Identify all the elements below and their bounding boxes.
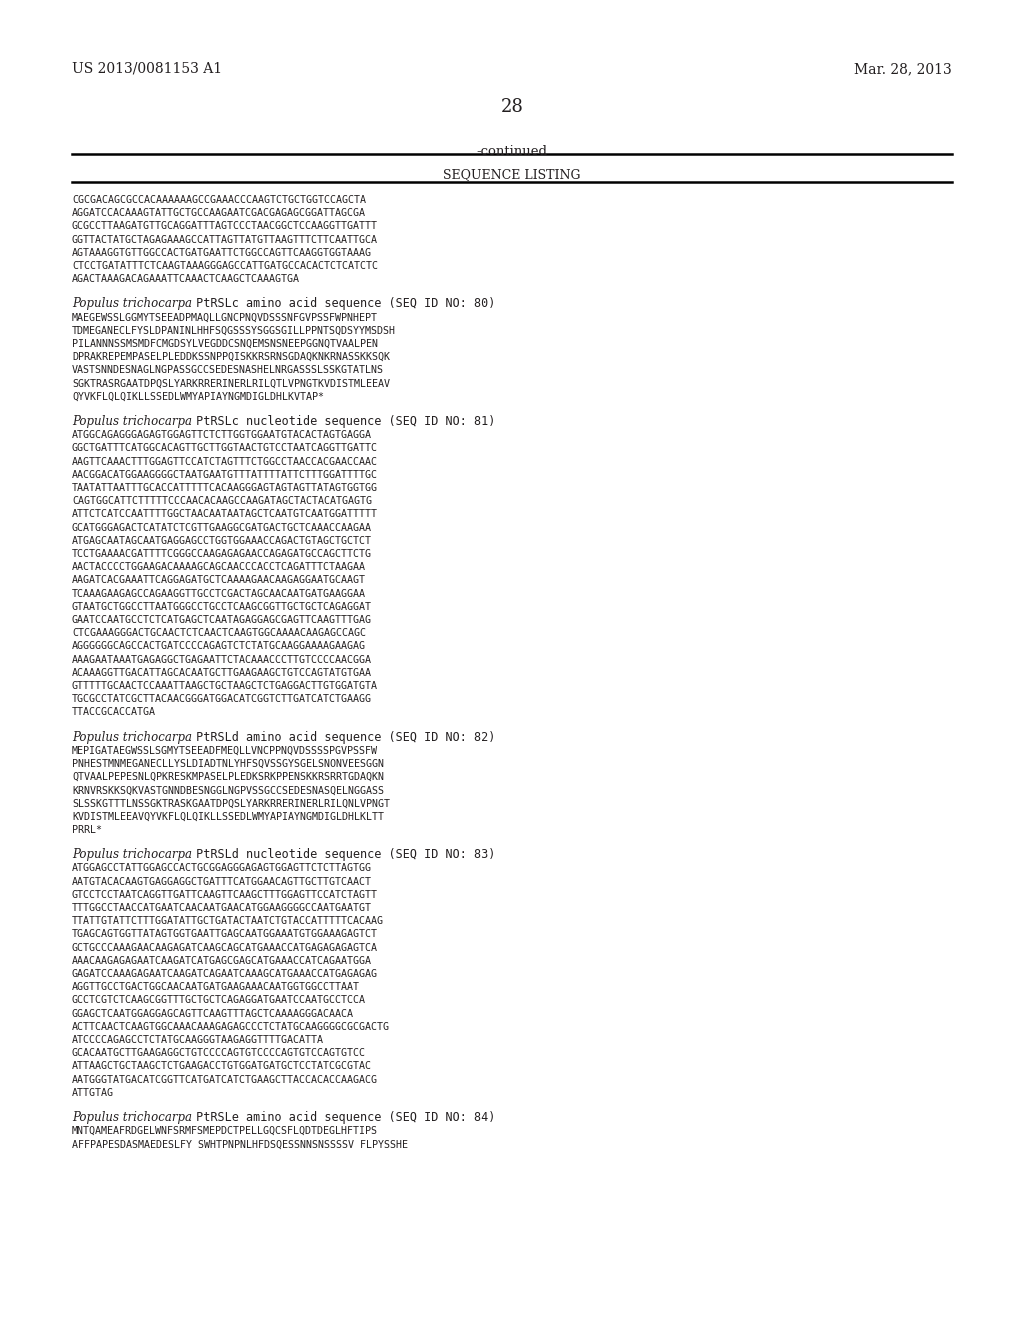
Text: KVDISTMLEEAVQYVKFLQLQIKLLSSEDLWMYAPIAYNGMDIGLDHLKLTT: KVDISTMLEEAVQYVKFLQLQIKLLSSEDLWMYAPIAYNG…: [72, 812, 384, 822]
Text: Populus trichocarpa: Populus trichocarpa: [72, 297, 193, 310]
Text: AFFPAPESDASMAEDESLFY SWHTPNPNLHFDSQESSNNSNSSSSV FLPYSSHE: AFFPAPESDASMAEDESLFY SWHTPNPNLHFDSQESSNN…: [72, 1139, 408, 1150]
Text: KRNVRSKKSQKVASTGNNDBESNGGLNGPVSSGCCSEDESNASQELNGGASS: KRNVRSKKSQKVASTGNNDBESNGGLNGPVSSGCCSEDES…: [72, 785, 384, 796]
Text: MAEGEWSSLGGMYTSEEADPMAQLLGNCPNQVDSSSNFGVPSSFWPNHEPT: MAEGEWSSLGGMYTSEEADPMAQLLGNCPNQVDSSSNFGV…: [72, 313, 378, 322]
Text: Populus trichocarpa: Populus trichocarpa: [72, 414, 193, 428]
Text: CAGTGGCATTCTTTTTCCCAACACAAGCCAAGATAGCTACTACATGAGTG: CAGTGGCATTCTTTTTCCCAACACAAGCCAAGATAGCTAC…: [72, 496, 372, 506]
Text: ATGGCAGAGGGAGAGTGGAGTTCTCTTGGTGGAATGTACACTAGTGAGGA: ATGGCAGAGGGAGAGTGGAGTTCTCTTGGTGGAATGTACA…: [72, 430, 372, 440]
Text: AACGGACATGGAAGGGGCTAATGAATGTTTATTTTATTCTTTGGATTTTGC: AACGGACATGGAAGGGGCTAATGAATGTTTATTTTATTCT…: [72, 470, 378, 479]
Text: AGTAAAGGTGTTGGCCACTGATGAATTCTGGCCAGTTCAAGGTGGTAAAG: AGTAAAGGTGTTGGCCACTGATGAATTCTGGCCAGTTCAA…: [72, 248, 372, 257]
Text: PNHESTMNMEGANECLLYSLDIADTNLYHFSQVSSGYSGELSNONVEESGGN: PNHESTMNMEGANECLLYSLDIADTNLYHFSQVSSGYSGE…: [72, 759, 384, 770]
Text: ATGAGCAATAGCAATGAGGAGCCTGGTGGAAACCAGACTGTAGCTGCTCT: ATGAGCAATAGCAATGAGGAGCCTGGTGGAAACCAGACTG…: [72, 536, 372, 545]
Text: GTAATGCTGGCCTTAATGGGCCTGCCTCAAGCGGTTGCTGCTCAGAGGAT: GTAATGCTGGCCTTAATGGGCCTGCCTCAAGCGGTTGCTG…: [72, 602, 372, 611]
Text: AAGTTCAAACTTTGGAGTTCCATCTAGTTTCTGGCCTAACCACGAACCAAC: AAGTTCAAACTTTGGAGTTCCATCTAGTTTCTGGCCTAAC…: [72, 457, 378, 466]
Text: AGACTAAAGACAGAAATTCAAACTCAAGCTCAAAGTGA: AGACTAAAGACAGAAATTCAAACTCAAGCTCAAAGTGA: [72, 275, 300, 284]
Text: ATGGAGCCTATTGGAGCCACTGCGGAGGGAGAGTGGAGTTCTCTTAGTGG: ATGGAGCCTATTGGAGCCACTGCGGAGGGAGAGTGGAGTT…: [72, 863, 372, 874]
Text: CGCGACAGCGCCACAAAAAAGCCGAAACCCAAGTCTGCTGGTCCAGCTA: CGCGACAGCGCCACAAAAAAGCCGAAACCCAAGTCTGCTG…: [72, 195, 366, 205]
Text: MNTQAMEAFRDGELWNFSRMFSMEPDCTPELLGQCSFLQDTDEGLHFTIPS: MNTQAMEAFRDGELWNFSRMFSMEPDCTPELLGQCSFLQD…: [72, 1126, 378, 1137]
Text: TGAGCAGTGGTTATAGTGGTGAATTGAGCAATGGAAATGTGGAAAGAGTCT: TGAGCAGTGGTTATAGTGGTGAATTGAGCAATGGAAATGT…: [72, 929, 378, 940]
Text: MEPIGATAEGWSSLSGMYTSEEADFMEQLLVNCPPNQVDSSSSPGVPSSFW: MEPIGATAEGWSSLSGMYTSEEADFMEQLLVNCPPNQVDS…: [72, 746, 378, 756]
Text: AATGGGTATGACATCGGTTCATGATCATCTGAAGCTTACCACACCAAGACG: AATGGGTATGACATCGGTTCATGATCATCTGAAGCTTACC…: [72, 1074, 378, 1085]
Text: Populus trichocarpa: Populus trichocarpa: [72, 730, 193, 743]
Text: QTVAALPEPESNLQPKRESKMPASELPLEDKSRKPPENSKKRSRRTGDAQKN: QTVAALPEPESNLQPKRESKMPASELPLEDKSRKPPENSK…: [72, 772, 384, 783]
Text: AAGATCACGAAATTCAGGAGATGCTCAAAAGAACAAGAGGAATGCAAGT: AAGATCACGAAATTCAGGAGATGCTCAAAAGAACAAGAGG…: [72, 576, 366, 585]
Text: ATTCTCATCCAATTTTGGCTAACAATAATAGCTCAATGTCAATGGATTTTT: ATTCTCATCCAATTTTGGCTAACAATAATAGCTCAATGTC…: [72, 510, 378, 519]
Text: DPRAKREPEMPASELPLEDDKSSNPPQISKKRSRNSGDAQKNKRNASSKKSQK: DPRAKREPEMPASELPLEDDKSSNPPQISKKRSRNSGDAQ…: [72, 352, 390, 362]
Text: AAACAAGAGAGAATCAAGATCATGAGCGAGCATGAAACCATCAGAATGGA: AAACAAGAGAGAATCAAGATCATGAGCGAGCATGAAACCA…: [72, 956, 372, 966]
Text: GGCTGATTTCATGGCACAGTTGCTTGGTAACTGTCCTAATCAGGTTGATTC: GGCTGATTTCATGGCACAGTTGCTTGGTAACTGTCCTAAT…: [72, 444, 378, 453]
Text: PRRL*: PRRL*: [72, 825, 102, 836]
Text: TGCGCCTATCGCTTACAACGGGATGGACATCGGTCTTGATCATCTGAAGG: TGCGCCTATCGCTTACAACGGGATGGACATCGGTCTTGAT…: [72, 694, 372, 704]
Text: GCACAATGCTTGAAGAGGCTGTCCCCAGTGTCCCCAGTGTCCAGTGTCC: GCACAATGCTTGAAGAGGCTGTCCCCAGTGTCCCCAGTGT…: [72, 1048, 366, 1059]
Text: Populus trichocarpa: Populus trichocarpa: [72, 849, 193, 861]
Text: ACAAAGGTTGACATTAGCACAATGCTTGAAGAAGCTGTCCAGTATGTGAA: ACAAAGGTTGACATTAGCACAATGCTTGAAGAAGCTGTCC…: [72, 668, 372, 677]
Text: GGAGCTCAATGGAGGAGCAGTTCAAGTTTAGCTCAAAAGGGACAACA: GGAGCTCAATGGAGGAGCAGTTCAAGTTTAGCTCAAAAGG…: [72, 1008, 354, 1019]
Text: PtRSLe amino acid sequence (SEQ ID NO: 84): PtRSLe amino acid sequence (SEQ ID NO: 8…: [188, 1111, 495, 1123]
Text: SGKTRASRGAATDPQSLYARKRRERINERLRILQTLVPNGTKVDISTMLEEAV: SGKTRASRGAATDPQSLYARKRRERINERLRILQTLVPNG…: [72, 379, 390, 388]
Text: AGGATCCACAAAGTATTGCTGCCAAGAATCGACGAGAGCGGATTAGCGA: AGGATCCACAAAGTATTGCTGCCAAGAATCGACGAGAGCG…: [72, 209, 366, 218]
Text: TTACCGCACCATGA: TTACCGCACCATGA: [72, 708, 156, 717]
Text: Populus trichocarpa: Populus trichocarpa: [72, 1111, 193, 1123]
Text: QYVKFLQLQIKLLSSEDLWMYAPIAYNGMDIGLDHLKVTAP*: QYVKFLQLQIKLLSSEDLWMYAPIAYNGMDIGLDHLKVTA…: [72, 392, 324, 401]
Text: TCCTGAAAACGATTTTCGGGCCAAGAGAGAACCAGAGATGCCAGCTTCTG: TCCTGAAAACGATTTTCGGGCCAAGAGAGAACCAGAGATG…: [72, 549, 372, 558]
Text: GCTGCCCAAAGAACAAGAGATCAAGCAGCATGAAACCATGAGAGAGAGTCA: GCTGCCCAAAGAACAAGAGATCAAGCAGCATGAAACCATG…: [72, 942, 378, 953]
Text: Mar. 28, 2013: Mar. 28, 2013: [854, 62, 952, 77]
Text: PtRSLc nucleotide sequence (SEQ ID NO: 81): PtRSLc nucleotide sequence (SEQ ID NO: 8…: [188, 414, 495, 428]
Text: CTCCTGATATTTCTCAAGTAAAGGGAGCCATTGATGCCACACTCTCATCTC: CTCCTGATATTTCTCAAGTAAAGGGAGCCATTGATGCCAC…: [72, 261, 378, 271]
Text: AGGGGGGCAGCCACTGATCCCCAGAGTCTCTATGCAAGGAAAAGAAGAG: AGGGGGGCAGCCACTGATCCCCAGAGTCTCTATGCAAGGA…: [72, 642, 366, 651]
Text: PILANNNSSMSMDFCMGDSYLVEGDDCSNQEMSNSNEEPGGNQTVAALPEN: PILANNNSSMSMDFCMGDSYLVEGDDCSNQEMSNSNEEPG…: [72, 339, 378, 348]
Text: AAAGAATAAATGAGAGGCTGAGAATTCTACAAACCCTTGTCCCCAACGGA: AAAGAATAAATGAGAGGCTGAGAATTCTACAAACCCTTGT…: [72, 655, 372, 664]
Text: ATTAAGCTGCTAAGCTCTGAAGACCTGTGGATGATGCTCCTATCGCGTAC: ATTAAGCTGCTAAGCTCTGAAGACCTGTGGATGATGCTCC…: [72, 1061, 372, 1072]
Text: ATCCCCAGAGCCTCTATGCAAGGGTAAGAGGTTTTGACATTA: ATCCCCAGAGCCTCTATGCAAGGGTAAGAGGTTTTGACAT…: [72, 1035, 324, 1045]
Text: 28: 28: [501, 98, 523, 116]
Text: TDMEGANECLFYSLDPANINLHHFSQGSSSYSGGSGILLPPNTSQDSYYMSDSH: TDMEGANECLFYSLDPANINLHHFSQGSSSYSGGSGILLP…: [72, 326, 396, 335]
Text: GCGCCTTAAGATGTTGCAGGATTTAGTCCCTAACGGCTCCAAGGTTGATTT: GCGCCTTAAGATGTTGCAGGATTTAGTCCCTAACGGCTCC…: [72, 222, 378, 231]
Text: PtRSLd amino acid sequence (SEQ ID NO: 82): PtRSLd amino acid sequence (SEQ ID NO: 8…: [188, 730, 495, 743]
Text: TTATTGTATTCTTTGGATATTGCTGATACTAATCTGTACCATTTTTCACAAG: TTATTGTATTCTTTGGATATTGCTGATACTAATCTGTACC…: [72, 916, 384, 927]
Text: GTTTTTGCAACTCCAAATTAAGCTGCTAAGCTCTGAGGACTTGTGGATGTA: GTTTTTGCAACTCCAAATTAAGCTGCTAAGCTCTGAGGAC…: [72, 681, 378, 690]
Text: GGTTACTATGCTAGAGAAAGCCATTAGTTATGTTAAGTTTCTTCAATTGCA: GGTTACTATGCTAGAGAAAGCCATTAGTTATGTTAAGTTT…: [72, 235, 378, 244]
Text: -continued: -continued: [476, 145, 548, 158]
Text: GAGATCCAAAGAGAATCAAGATCAGAATCAAAGCATGAAACCATGAGAGAG: GAGATCCAAAGAGAATCAAGATCAGAATCAAAGCATGAAA…: [72, 969, 378, 979]
Text: US 2013/0081153 A1: US 2013/0081153 A1: [72, 62, 222, 77]
Text: PtRSLc amino acid sequence (SEQ ID NO: 80): PtRSLc amino acid sequence (SEQ ID NO: 8…: [188, 297, 495, 310]
Text: AACTACCCCTGGAAGACAAAAGCAGCAACCCACCTCAGATTTCTAAGAA: AACTACCCCTGGAAGACAAAAGCAGCAACCCACCTCAGAT…: [72, 562, 366, 572]
Text: CTCGAAAGGGACTGCAACTCTCAACTCAAGTGGCAAAACAAGAGCCAGC: CTCGAAAGGGACTGCAACTCTCAACTCAAGTGGCAAAACA…: [72, 628, 366, 638]
Text: AGGTTGCCTGACTGGCAACAATGATGAAGAAACAATGGTGGCCTTAAT: AGGTTGCCTGACTGGCAACAATGATGAAGAAACAATGGTG…: [72, 982, 360, 993]
Text: PtRSLd nucleotide sequence (SEQ ID NO: 83): PtRSLd nucleotide sequence (SEQ ID NO: 8…: [188, 849, 495, 861]
Text: GCCTCGTCTCAAGCGGTTTGCTGCTCAGAGGATGAATCCAATGCCTCCA: GCCTCGTCTCAAGCGGTTTGCTGCTCAGAGGATGAATCCA…: [72, 995, 366, 1006]
Text: GAATCCAATGCCTCTCATGAGCTCAATAGAGGAGCGAGTTCAAGTTTGAG: GAATCCAATGCCTCTCATGAGCTCAATAGAGGAGCGAGTT…: [72, 615, 372, 624]
Text: ACTTCAACTCAAGTGGCAAACAAAGAGAGCCCTCTATGCAAGGGGCGCGACTG: ACTTCAACTCAAGTGGCAAACAAAGAGAGCCCTCTATGCA…: [72, 1022, 390, 1032]
Text: ATTGTAG: ATTGTAG: [72, 1088, 114, 1098]
Text: TTTGGCCTAACCATGAATCAACAATGAACATGGAAGGGGCCAATGAATGT: TTTGGCCTAACCATGAATCAACAATGAACATGGAAGGGGC…: [72, 903, 372, 913]
Text: TCAAAGAAGAGCCAGAAGGTTGCCTCGACTAGCAACAATGATGAAGGAA: TCAAAGAAGAGCCAGAAGGTTGCCTCGACTAGCAACAATG…: [72, 589, 366, 598]
Text: SEQUENCE LISTING: SEQUENCE LISTING: [443, 168, 581, 181]
Text: SLSSKGTTTLNSSGKTRASKGAATDPQSLYARKRRERINERLRILQNLVPNGT: SLSSKGTTTLNSSGKTRASKGAATDPQSLYARKRRERINE…: [72, 799, 390, 809]
Text: GCATGGGAGACTCATATCTCGTTGAAGGCGATGACTGCTCAAACCAAGAA: GCATGGGAGACTCATATCTCGTTGAAGGCGATGACTGCTC…: [72, 523, 372, 532]
Text: GTCCTCCTAATCAGGTTGATTCAAGTTCAAGCTTTGGAGTTCCATCTAGTT: GTCCTCCTAATCAGGTTGATTCAAGTTCAAGCTTTGGAGT…: [72, 890, 378, 900]
Text: VASTSNNDESNAGLNGPASSGCCSEDESNASHELNRGASSSLSSKGTATLNS: VASTSNNDESNAGLNGPASSGCCSEDESNASHELNRGASS…: [72, 366, 384, 375]
Text: TAATATTAATTTGCACCATTTTTCACAAGGGAGTAGTAGTTATAGTGGTGG: TAATATTAATTTGCACCATTTTTCACAAGGGAGTAGTAGT…: [72, 483, 378, 492]
Text: AATGTACACAAGTGAGGAGGCTGATTTCATGGAACAGTTGCTTGTCAACT: AATGTACACAAGTGAGGAGGCTGATTTCATGGAACAGTTG…: [72, 876, 372, 887]
